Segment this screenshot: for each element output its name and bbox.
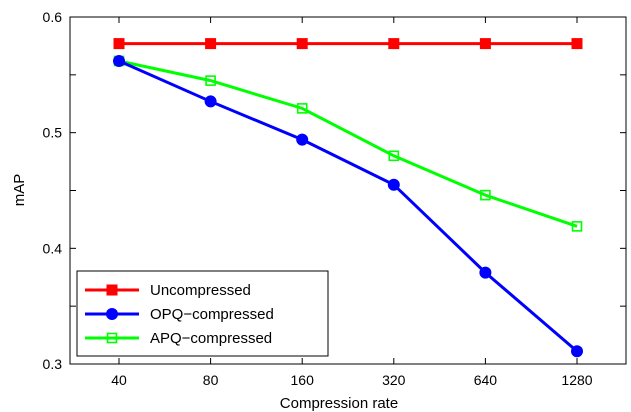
data-point <box>571 38 583 50</box>
x-tick-label: 1280 <box>561 372 592 388</box>
legend-label: Uncompressed <box>150 282 251 299</box>
y-axis-title: mAP <box>11 174 28 207</box>
legend-marker <box>106 308 118 320</box>
data-point <box>205 75 216 86</box>
series-line <box>118 59 578 228</box>
y-tick-label: 0.4 <box>43 240 63 256</box>
data-point <box>113 54 125 67</box>
data-point <box>204 95 217 108</box>
series-1 <box>113 38 583 50</box>
data-point <box>388 150 400 162</box>
legend-item: APQ−compressed <box>85 330 272 347</box>
series-3 <box>113 55 583 232</box>
x-tick-label: 80 <box>203 372 219 388</box>
data-point <box>296 133 309 146</box>
x-axis-title: Compression rate <box>280 395 398 412</box>
data-point <box>388 38 400 50</box>
legend: Uncompressed OPQ−compressed APQ−compressed <box>76 270 329 357</box>
legend-marker <box>106 332 118 344</box>
x-tick-label: 320 <box>382 372 406 388</box>
series-2 <box>113 54 583 358</box>
data-point <box>479 38 491 50</box>
legend-label: APQ−compressed <box>150 330 272 347</box>
series-line <box>118 59 578 353</box>
y-tick-label: 0.5 <box>43 125 63 141</box>
x-tick-label: 160 <box>291 372 315 388</box>
data-point <box>296 38 308 50</box>
data-point <box>480 189 491 201</box>
data-point <box>113 38 125 50</box>
data-point <box>571 221 583 232</box>
data-point <box>571 345 583 358</box>
legend-marker <box>106 284 118 296</box>
legend-item: Uncompressed <box>85 282 251 299</box>
legend-item: OPQ−compressed <box>85 306 274 323</box>
legend-label: OPQ−compressed <box>150 306 274 323</box>
data-point <box>296 103 308 114</box>
data-point <box>205 38 217 50</box>
y-tick-label: 0.3 <box>43 356 63 372</box>
data-point <box>387 178 400 191</box>
data-point <box>479 266 492 279</box>
series-layer <box>113 38 583 358</box>
y-tick-label: 0.6 <box>43 9 63 25</box>
x-tick-label: 640 <box>474 372 498 388</box>
axis-ticks: 40 80 160 320 640 1280 0.3 0.4 0.5 0.6 <box>43 9 626 388</box>
x-tick-label: 40 <box>111 372 127 388</box>
